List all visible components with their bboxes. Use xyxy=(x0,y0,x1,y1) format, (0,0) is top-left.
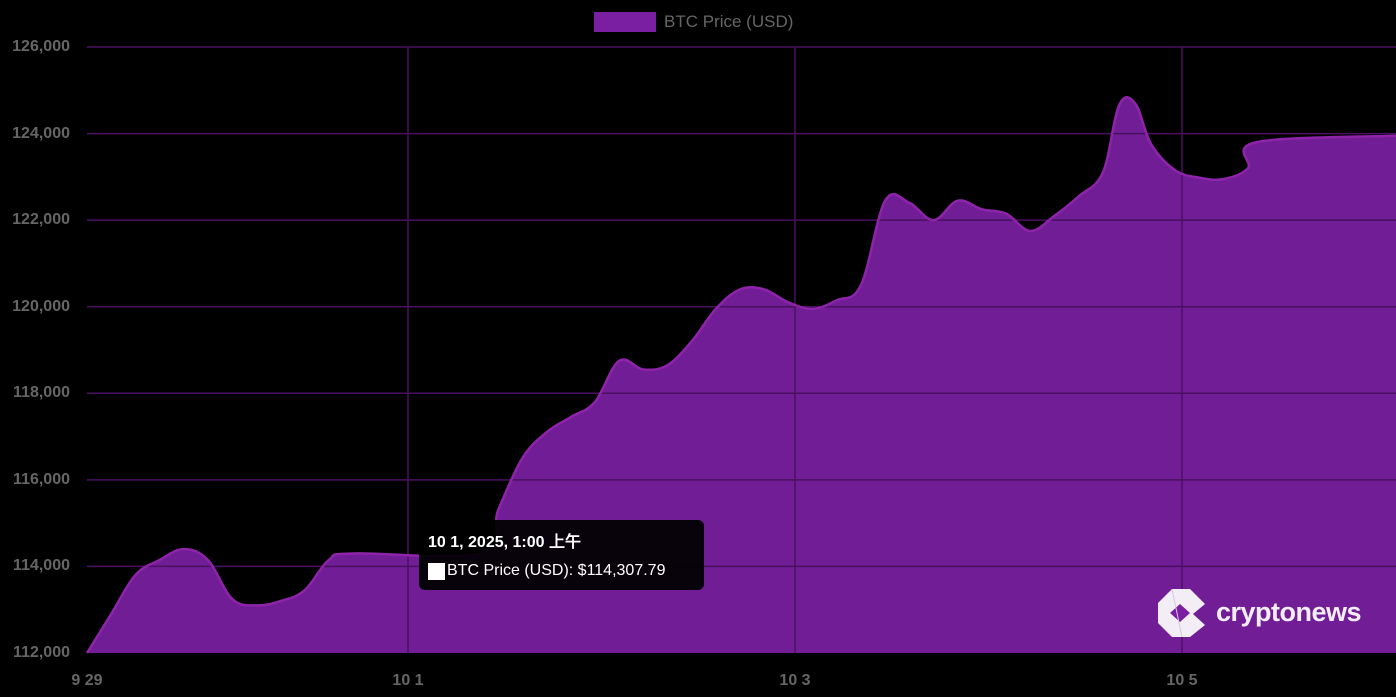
x-tick-label: 10 3 xyxy=(779,672,811,689)
y-tick-label: 114,000 xyxy=(13,557,70,575)
y-tick-label: 122,000 xyxy=(12,211,70,229)
y-tick-label: 112,000 xyxy=(13,644,70,661)
price-line xyxy=(85,96,1396,654)
tooltip-swatch-icon xyxy=(428,562,445,580)
y-tick-label: 120,000 xyxy=(12,297,70,315)
gridlines xyxy=(87,46,1396,653)
tooltip: 10 1, 2025, 1:00 上午 BTC Price (USD): $11… xyxy=(419,520,704,590)
price-area xyxy=(87,97,1396,654)
y-tick-label: 116,000 xyxy=(13,470,70,488)
x-tick-label: 9 29 xyxy=(71,672,103,689)
legend-swatch xyxy=(594,12,656,32)
y-tick-label: 118,000 xyxy=(13,384,70,402)
x-tick-label: 10 1 xyxy=(392,672,424,689)
tooltip-value: BTC Price (USD): $114,307.79 xyxy=(447,562,666,579)
y-tick-label: 124,000 xyxy=(12,124,70,142)
x-tick-label: 10 5 xyxy=(1166,672,1198,689)
cryptonews-logo-icon xyxy=(1158,588,1205,638)
legend-label: BTC Price (USD) xyxy=(664,12,794,31)
brand: cryptonews xyxy=(1156,587,1362,637)
tooltip-title: 10 1, 2025, 1:00 上午 xyxy=(428,534,581,551)
legend[interactable]: BTC Price (USD) xyxy=(594,12,793,32)
y-tick-label: 126,000 xyxy=(12,38,70,55)
brand-logo-spacer xyxy=(1156,587,1206,637)
brand-name: cryptonews xyxy=(1216,596,1362,627)
